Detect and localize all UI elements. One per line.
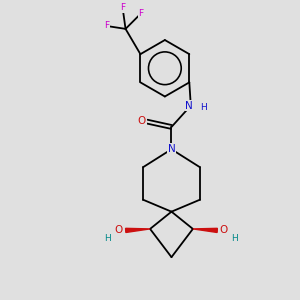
Text: H: H <box>231 234 238 243</box>
Polygon shape <box>126 228 150 233</box>
Text: N: N <box>168 144 176 154</box>
Text: H: H <box>104 234 111 243</box>
Text: F: F <box>120 3 125 12</box>
Text: N: N <box>185 100 193 111</box>
Text: O: O <box>114 225 122 236</box>
Polygon shape <box>193 228 218 233</box>
Text: O: O <box>219 225 227 236</box>
Text: F: F <box>138 9 144 18</box>
Text: O: O <box>138 116 146 126</box>
Text: H: H <box>200 103 207 112</box>
Text: F: F <box>104 21 109 30</box>
